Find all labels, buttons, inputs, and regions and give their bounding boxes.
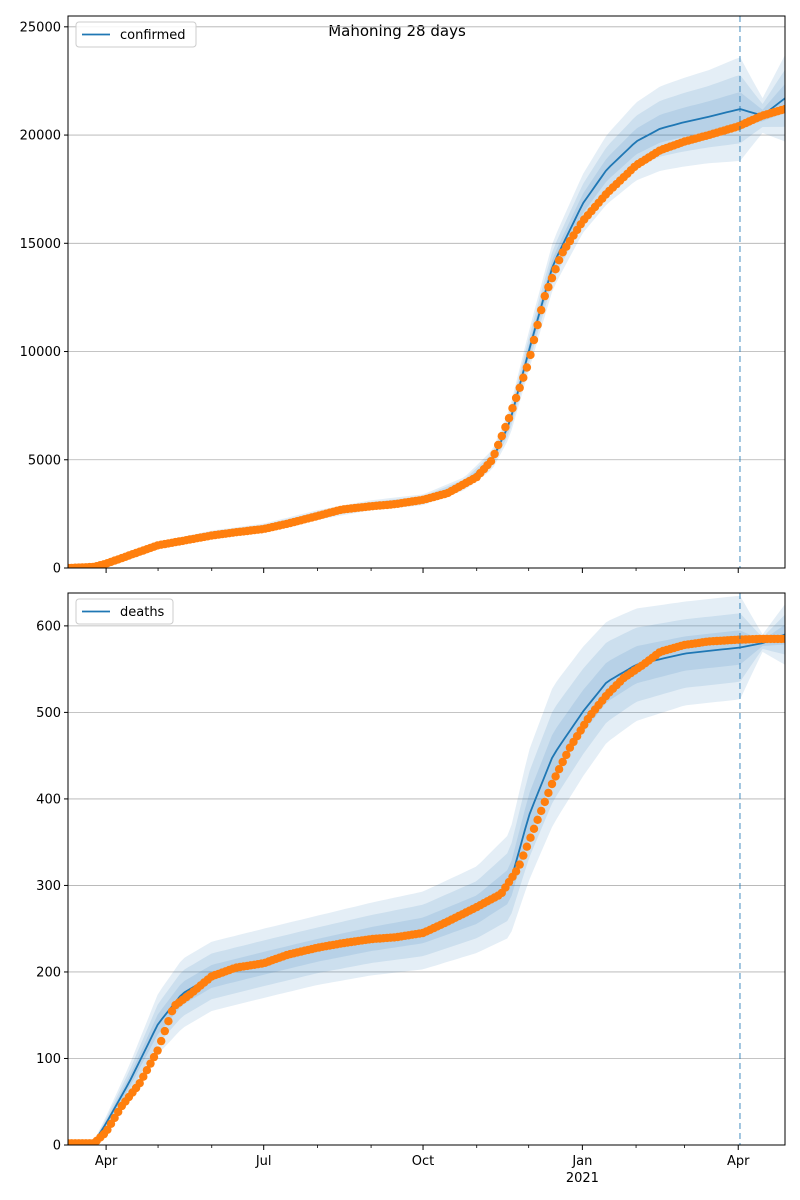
y-tick-label: 20000 <box>20 129 61 144</box>
uncertainty-band-1 <box>68 55 785 568</box>
y-tick-label: 15000 <box>20 237 61 252</box>
y-tick-label: 0 <box>53 562 61 577</box>
observed-point <box>135 1079 144 1088</box>
uncertainty-band-1 <box>68 596 785 1145</box>
observed-point <box>522 363 532 372</box>
observed-point <box>515 383 524 392</box>
x-tick-label: Apr <box>95 1154 118 1169</box>
observed-point <box>519 373 528 382</box>
observed-point <box>533 815 542 824</box>
observed-point <box>526 833 535 842</box>
observed-point <box>780 634 785 644</box>
legend-box <box>75 598 174 625</box>
observed-point <box>551 265 560 274</box>
observed-point <box>149 1052 159 1062</box>
legend-label: deaths <box>120 605 165 620</box>
observed-point <box>139 1072 148 1081</box>
confirmed-panel: 0 5000 10000 15000 20000 25000 confirmed <box>20 15 786 577</box>
observed-point <box>164 1017 173 1026</box>
observed-point <box>529 824 539 833</box>
x-tick-label: Oct <box>412 1154 434 1169</box>
observed-point <box>146 1059 155 1068</box>
observed-point <box>511 393 521 403</box>
y-tick-label: 5000 <box>28 453 61 468</box>
observed-points <box>68 634 785 1145</box>
plot-area <box>68 596 785 1145</box>
observed-point <box>522 842 532 851</box>
y-tick-label: 300 <box>36 879 61 894</box>
observed-point <box>160 1026 169 1036</box>
legend: deaths <box>75 598 174 625</box>
axes-frame <box>67 592 786 1146</box>
observed-point <box>526 350 535 360</box>
observed-point <box>540 291 549 301</box>
x-year-label: 2021 <box>566 1171 599 1186</box>
legend: confirmed <box>75 21 197 48</box>
observed-point <box>562 750 571 760</box>
observed-point <box>547 779 557 789</box>
observed-point <box>167 1007 177 1016</box>
observed-point <box>544 788 553 798</box>
axes-frame <box>67 15 786 569</box>
observed-point <box>497 431 506 441</box>
observed-point <box>490 449 499 459</box>
observed-point <box>551 772 560 781</box>
observed-point <box>157 1036 166 1046</box>
legend-box <box>75 21 197 48</box>
observed-point <box>547 273 557 283</box>
observed-point <box>511 867 521 876</box>
observed-point <box>142 1066 152 1075</box>
observed-point <box>554 765 564 774</box>
y-tick-label: 500 <box>36 706 61 721</box>
y-tick-label: 25000 <box>20 20 61 35</box>
observed-point <box>494 440 503 450</box>
plot-area <box>68 55 785 568</box>
observed-point <box>519 851 528 860</box>
legend-label: confirmed <box>120 28 186 43</box>
y-tick-label: 100 <box>36 1052 61 1067</box>
y-tick-label: 0 <box>53 1139 61 1154</box>
observed-point <box>540 797 549 807</box>
x-tick-label: Jul <box>255 1154 272 1169</box>
observed-point <box>544 282 553 292</box>
observed-point <box>533 320 542 330</box>
observed-point <box>780 104 785 114</box>
observed-point <box>508 404 517 413</box>
deaths-panel: 0 100 200 300 400 500 600 Apr Jul Oct Jan Apr 2021 de… <box>36 592 786 1186</box>
y-tick-label: 600 <box>36 619 61 634</box>
figure-title: Mahoning 28 days <box>328 22 466 40</box>
observed-point <box>504 414 514 423</box>
observed-point <box>153 1046 162 1055</box>
y-tick-label: 200 <box>36 965 61 980</box>
observed-point <box>558 757 567 767</box>
x-tick-label: Jan <box>571 1154 592 1169</box>
observed-points <box>68 104 785 568</box>
uncertainty-band-2 <box>68 69 785 568</box>
observed-point <box>486 457 496 466</box>
x-tick-label: Apr <box>727 1154 750 1169</box>
observed-point <box>529 335 539 345</box>
observed-point <box>515 860 524 869</box>
observed-point <box>537 305 546 315</box>
observed-point <box>537 806 546 816</box>
y-tick-label: 10000 <box>20 345 61 360</box>
observed-point <box>501 422 510 432</box>
y-tick-label: 400 <box>36 792 61 807</box>
observed-point <box>554 256 564 265</box>
uncertainty-band-2 <box>68 613 785 1145</box>
